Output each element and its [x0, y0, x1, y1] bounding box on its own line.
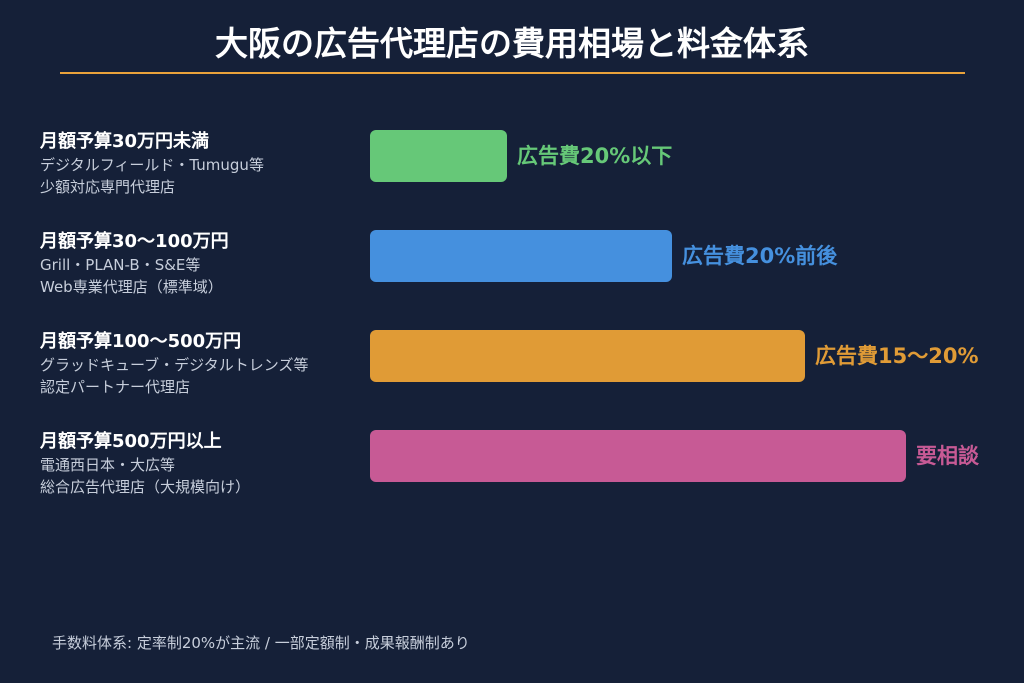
category-type: 総合広告代理店（大規模向け） — [40, 478, 251, 496]
bar — [370, 330, 805, 382]
category-label: 月額予算30万円未満デジタルフィールド・Tumugu等 少額対応専門代理店 — [40, 130, 360, 198]
bar — [370, 130, 507, 182]
category-examples: デジタルフィールド・Tumugu等 — [40, 156, 264, 174]
bar-value-label: 広告費20%前後 — [682, 244, 838, 268]
category-title: 月額予算500万円以上 — [40, 431, 222, 452]
bar-value-label: 要相談 — [916, 444, 979, 468]
category-title: 月額予算100〜500万円 — [40, 331, 242, 352]
bar — [370, 230, 672, 282]
category-examples: Grill・PLAN-B・S&E等 — [40, 256, 201, 274]
bar-value-label: 広告費15〜20% — [815, 344, 979, 368]
chart-footnote: 手数料体系: 定率制20%が主流 / 一部定額制・成果報酬制あり — [52, 634, 470, 652]
bar-row: 月額予算100〜500万円グラッドキューブ・デジタルトレンズ等 認定パートナー代理… — [0, 330, 1024, 410]
bar — [370, 430, 906, 482]
category-type: Web専業代理店（標準域） — [40, 278, 223, 296]
category-label: 月額予算30〜100万円 Grill・PLAN-B・S&E等 Web専業代理店（標準… — [40, 230, 360, 298]
category-label: 月額予算500万円以上 電通西日本・大広等総合広告代理店（大規模向け） — [40, 430, 360, 498]
bar-row: 月額予算500万円以上 電通西日本・大広等総合広告代理店（大規模向け） 要相談 — [0, 430, 1024, 510]
category-label: 月額予算100〜500万円グラッドキューブ・デジタルトレンズ等 認定パートナー代理… — [40, 330, 360, 398]
category-type: 認定パートナー代理店 — [40, 378, 191, 396]
bar-row: 月額予算30万円未満デジタルフィールド・Tumugu等 少額対応専門代理店 広告費2… — [0, 130, 1024, 210]
category-examples: 電通西日本・大広等 — [40, 456, 176, 474]
category-examples: グラッドキューブ・デジタルトレンズ等 — [40, 356, 309, 374]
category-title: 月額予算30〜100万円 — [40, 231, 229, 252]
category-type: 少額対応専門代理店 — [40, 178, 176, 196]
title-divider — [60, 72, 965, 74]
bar-value-label: 広告費20%以下 — [517, 144, 673, 168]
chart-title: 大阪の広告代理店の費用相場と料金体系 — [215, 24, 809, 63]
bar-row: 月額予算30〜100万円 Grill・PLAN-B・S&E等 Web専業代理店（標準… — [0, 230, 1024, 310]
category-title: 月額予算30万円未満 — [40, 131, 210, 152]
